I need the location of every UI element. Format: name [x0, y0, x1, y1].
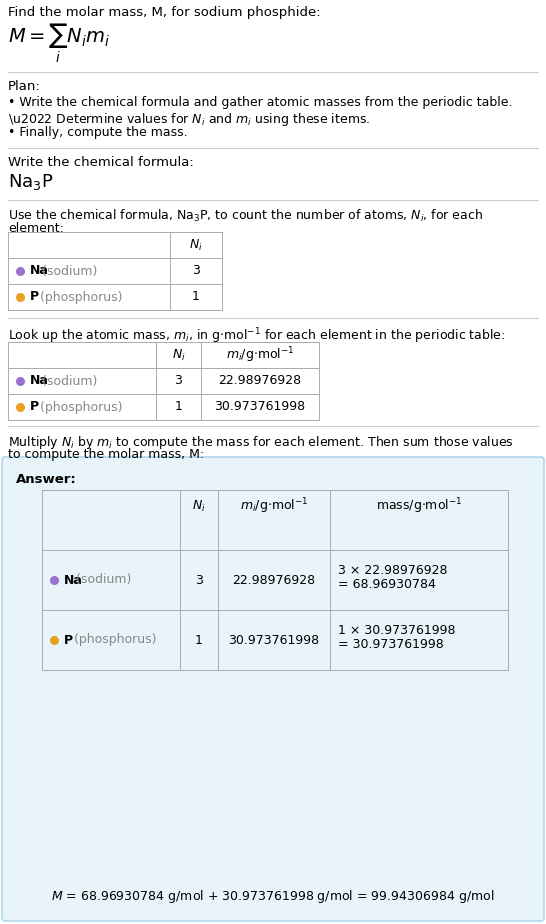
- Text: $N_i$: $N_i$: [192, 498, 206, 514]
- Text: P: P: [64, 634, 73, 647]
- Text: $m_i$/g$\cdot$mol$^{-1}$: $m_i$/g$\cdot$mol$^{-1}$: [240, 496, 308, 516]
- Text: $m_i$/g$\cdot$mol$^{-1}$: $m_i$/g$\cdot$mol$^{-1}$: [225, 346, 294, 365]
- Text: Multiply $N_i$ by $m_i$ to compute the mass for each element. Then sum those val: Multiply $N_i$ by $m_i$ to compute the m…: [8, 434, 514, 451]
- Text: 3: 3: [192, 264, 200, 277]
- Text: P: P: [30, 290, 39, 303]
- Text: Write the chemical formula:: Write the chemical formula:: [8, 156, 194, 169]
- Text: 3 × 22.98976928: 3 × 22.98976928: [338, 564, 448, 577]
- Text: 30.973761998: 30.973761998: [215, 400, 306, 414]
- Text: Find the molar mass, M, for sodium phosphide:: Find the molar mass, M, for sodium phosp…: [8, 6, 321, 19]
- Text: 1: 1: [192, 290, 200, 303]
- Text: 30.973761998: 30.973761998: [228, 634, 319, 647]
- Text: = 68.96930784: = 68.96930784: [338, 578, 436, 591]
- Text: 22.98976928: 22.98976928: [218, 374, 301, 387]
- Text: (sodium): (sodium): [73, 574, 132, 587]
- Text: • Write the chemical formula and gather atomic masses from the periodic table.: • Write the chemical formula and gather …: [8, 96, 513, 109]
- Text: Look up the atomic mass, $m_i$, in g$\cdot$mol$^{-1}$ for each element in the pe: Look up the atomic mass, $m_i$, in g$\cd…: [8, 326, 506, 346]
- Text: 1: 1: [175, 400, 182, 414]
- Text: $M$ = 68.96930784 g/mol + 30.973761998 g/mol = 99.94306984 g/mol: $M$ = 68.96930784 g/mol + 30.973761998 g…: [51, 888, 495, 905]
- Text: Use the chemical formula, $\mathrm{Na_3P}$, to count the number of atoms, $N_i$,: Use the chemical formula, $\mathrm{Na_3P…: [8, 208, 483, 225]
- Text: mass/g$\cdot$mol$^{-1}$: mass/g$\cdot$mol$^{-1}$: [376, 496, 462, 516]
- Text: (phosphorus): (phosphorus): [70, 634, 157, 647]
- Text: • Finally, compute the mass.: • Finally, compute the mass.: [8, 126, 188, 139]
- Text: P: P: [30, 400, 39, 414]
- Text: $M = \sum_i N_i m_i$: $M = \sum_i N_i m_i$: [8, 22, 110, 66]
- Text: 1: 1: [195, 634, 203, 647]
- Text: \u2022 Determine values for $N_i$ and $m_i$ using these items.: \u2022 Determine values for $N_i$ and $m…: [8, 111, 370, 128]
- Text: (sodium): (sodium): [39, 374, 98, 387]
- Text: Na: Na: [30, 264, 49, 277]
- Text: $N_i$: $N_i$: [189, 237, 203, 252]
- Text: = 30.973761998: = 30.973761998: [338, 638, 444, 651]
- Text: 3: 3: [175, 374, 182, 387]
- Text: 1 × 30.973761998: 1 × 30.973761998: [338, 624, 455, 637]
- Text: Na: Na: [30, 374, 49, 387]
- Text: 3: 3: [195, 574, 203, 587]
- Text: element:: element:: [8, 222, 64, 235]
- Text: (phosphorus): (phosphorus): [37, 400, 123, 414]
- Text: (phosphorus): (phosphorus): [37, 290, 123, 303]
- Text: Plan:: Plan:: [8, 80, 41, 93]
- Text: Na: Na: [64, 574, 83, 587]
- Text: 22.98976928: 22.98976928: [233, 574, 316, 587]
- Text: (sodium): (sodium): [39, 264, 98, 277]
- Text: $N_i$: $N_i$: [171, 347, 186, 362]
- Text: to compute the molar mass, M:: to compute the molar mass, M:: [8, 448, 204, 461]
- Text: $\mathrm{Na_3P}$: $\mathrm{Na_3P}$: [8, 172, 54, 192]
- FancyBboxPatch shape: [2, 457, 544, 921]
- Text: Answer:: Answer:: [16, 473, 77, 486]
